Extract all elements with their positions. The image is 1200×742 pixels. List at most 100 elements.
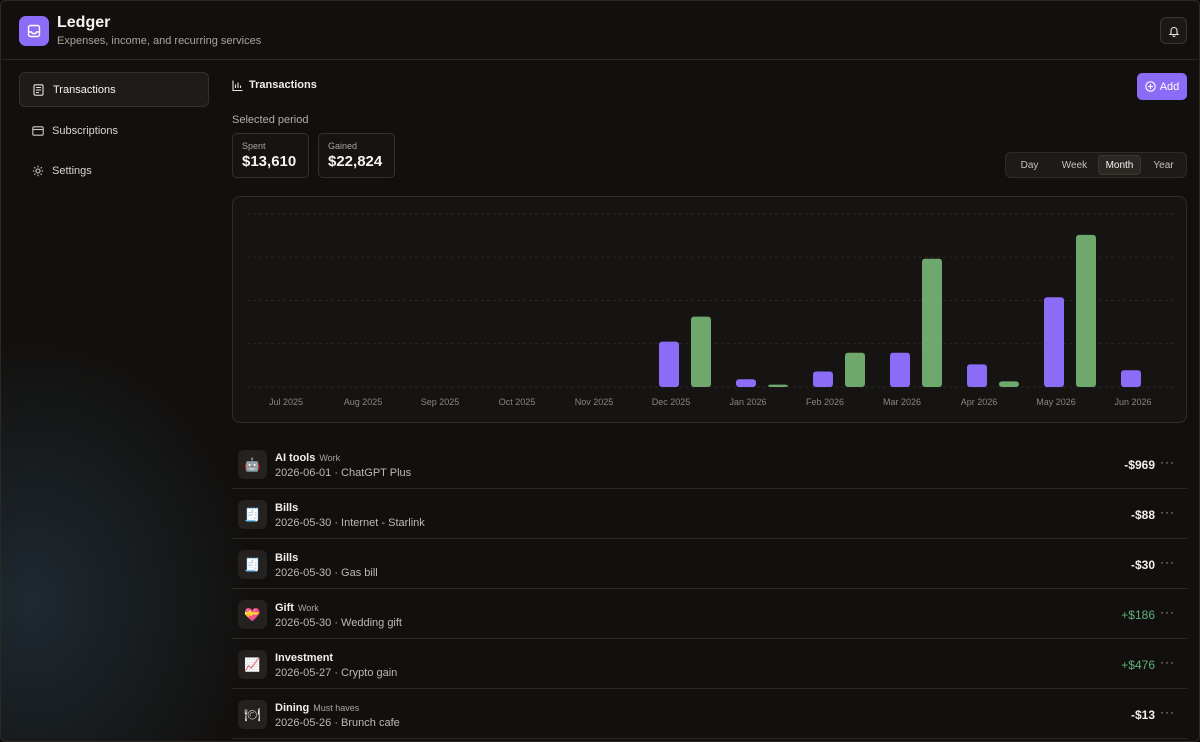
transaction-description: 2026-05-30 · Wedding gift [275,617,402,629]
x-tick-label: Aug 2025 [344,397,383,407]
robot-icon: 🤖 [238,450,267,479]
app-title: Ledger [57,14,111,31]
more-options-icon[interactable]: ··· [1160,705,1175,719]
chart-up-icon: 📈 [238,650,267,679]
transaction-category: Bills [275,552,298,564]
transaction-row[interactable]: 💝 Gift Work 2026-05-30 · Wedding gift +$186 ·… [232,589,1187,639]
bar-spent-feb-2026[interactable] [813,371,833,387]
section-title: Transactions [232,79,317,91]
transaction-row[interactable]: 🧾 Bills 2026-05-30 · Gas bill -$30 ··· [232,539,1187,589]
transaction-row[interactable]: 🤖 AI tools Work 2026-06-01 · ChatGPT Plus -$… [232,439,1187,489]
app-subtitle: Expenses, income, and recurring services [57,35,262,47]
more-options-icon[interactable]: ··· [1160,655,1175,669]
range-month[interactable]: Month [1097,155,1141,175]
transaction-category: Bills [275,502,298,514]
transaction-tag: Work [319,453,341,463]
range-day[interactable]: Day [1020,159,1039,171]
x-tick-label: Jul 2025 [269,397,303,407]
notifications-button[interactable] [1160,17,1187,44]
range-selector: Day Week Month Year [1005,152,1187,178]
bar-spent-mar-2026[interactable] [890,352,910,387]
transaction-row[interactable]: 📈 Investment 2026-05-27 · Crypto gain +$476… [232,639,1187,689]
bar-gained-mar-2026[interactable] [922,258,942,387]
x-tick-label: Apr 2026 [961,397,998,407]
range-week[interactable]: Week [1061,159,1088,171]
gained-card: Gained $22,824 [318,133,395,178]
category-label: Bills [275,552,299,564]
category-label: Investment [275,652,334,664]
plate-icon: 🍽 [238,700,267,729]
transaction-amount: +$476 [1121,658,1155,672]
gear-icon [31,164,44,177]
transaction-amount: -$969 [1124,458,1155,472]
more-options-icon[interactable]: ··· [1160,605,1175,619]
app-header: Ledger Expenses, income, and recurring s… [1,1,1199,60]
category-label: Bills [275,502,299,514]
sidebar-item-label: Subscriptions [52,124,119,137]
x-tick-label: Dec 2025 [652,397,691,407]
transaction-amount: +$186 [1121,608,1155,622]
sidebar-item-settings[interactable]: Settings [19,153,209,188]
bar-spent-may-2026[interactable] [1044,297,1064,387]
transaction-category: AI tools Work [275,452,340,464]
add-button-label: Add [1159,80,1180,93]
gift-heart-icon: 💝 [238,600,267,629]
transaction-description: 2026-05-26 · Brunch cafe [275,717,400,729]
transaction-amount: -$88 [1130,508,1155,522]
x-tick-label: Oct 2025 [499,397,536,407]
receipt-icon [32,83,45,96]
x-tick-label: Nov 2025 [575,397,614,407]
sidebar-item-subscriptions[interactable]: Subscriptions [19,113,209,148]
bar-spent-jan-2026[interactable] [736,379,756,387]
bell-icon [1168,26,1179,37]
x-tick-label: May 2026 [1036,397,1076,407]
period-label: Selected period [232,114,309,126]
range-year[interactable]: Year [1153,159,1174,171]
x-tick-label: Jan 2026 [729,397,766,407]
inbox-icon [27,24,41,38]
category-label: Gift [275,602,294,614]
sidebar-item-label: Settings [52,164,92,177]
bar-spent-jun-2026[interactable] [1121,370,1141,387]
gained-label: Gained [328,141,358,151]
transaction-description: 2026-05-30 · Gas bill [275,567,378,579]
bar-spent-apr-2026[interactable] [967,364,987,387]
transaction-row[interactable]: 🍽 Dining Must haves 2026-05-26 · Brunch caf… [232,689,1187,739]
x-tick-label: Mar 2026 [883,397,921,407]
category-label: AI tools [275,452,316,464]
transaction-description: 2026-06-01 · ChatGPT Plus [275,467,412,479]
sidebar-item-transactions[interactable]: Transactions [19,72,209,107]
bar-gained-jan-2026[interactable] [768,384,788,387]
x-tick-label: Feb 2026 [806,397,844,407]
credit-card-icon [31,124,44,137]
spent-value: $13,610 [242,153,297,170]
transaction-row[interactable]: 🧾 Bills 2026-05-30 · Internet - Starlink -$… [232,489,1187,539]
bar-gained-apr-2026[interactable] [999,381,1019,387]
section-title-text: Transactions [249,79,317,91]
bar-chart-icon [232,80,243,91]
transaction-amount: -$13 [1130,708,1155,722]
transaction-category: Dining Must haves [275,702,359,714]
add-transaction-button[interactable]: Add [1137,73,1187,100]
more-options-icon[interactable]: ··· [1160,505,1175,519]
receipt-icon: 🧾 [238,500,267,529]
more-options-icon[interactable]: ··· [1160,555,1175,569]
transaction-tag: Must haves [313,703,360,713]
transaction-amount: -$30 [1130,558,1155,572]
plus-circle-icon [1144,81,1156,92]
monthly-bar-chart: Jul 2025 Aug 2025 Sep 2025 Oct 2025 Nov 2025… [247,213,1174,407]
x-tick-label: Sep 2025 [421,397,460,407]
gained-value: $22,824 [328,153,383,170]
transaction-description: 2026-05-30 · Internet - Starlink [275,517,425,529]
bar-gained-feb-2026[interactable] [845,352,865,387]
bar-gained-dec-2025[interactable] [691,316,711,387]
transaction-category: Gift Work [275,602,319,614]
transaction-description: 2026-05-27 · Crypto gain [275,667,398,679]
transaction-category: Investment [275,652,333,664]
bar-spent-dec-2025[interactable] [659,341,679,387]
bar-gained-may-2026[interactable] [1076,234,1096,387]
app-logo [19,16,49,46]
more-options-icon[interactable]: ··· [1160,455,1175,469]
category-label: Dining [275,702,310,714]
